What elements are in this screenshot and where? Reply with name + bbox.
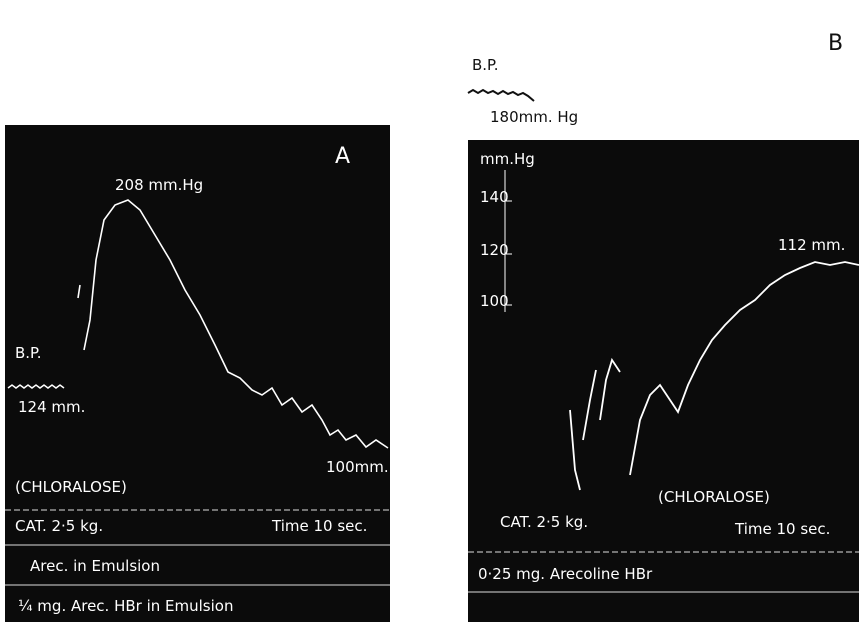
signal-label: Arec. in Emulsion: [30, 557, 160, 575]
panel-a: [5, 125, 390, 622]
annotation: (CHLORALOSE): [15, 478, 127, 496]
panel-label: B: [828, 31, 843, 56]
annotation: Time 10 sec.: [271, 517, 367, 535]
panel-b: [468, 140, 859, 622]
annotation: 112 mm.: [778, 236, 845, 254]
scale-label: 100: [480, 292, 509, 310]
scale-label: 120: [480, 241, 509, 259]
annotation: CAT. 2·5 kg.: [15, 517, 103, 535]
annotation: 180mm. Hg: [490, 108, 578, 126]
trace: [468, 90, 534, 101]
annotation: 100mm.: [326, 458, 389, 476]
scale-unit: mm.Hg: [480, 150, 535, 168]
annotation: Time 10 sec.: [734, 520, 830, 538]
annotation: CAT. 2·5 kg.: [500, 513, 588, 531]
annotation: (CHLORALOSE): [658, 488, 770, 506]
annotation: 208 mm.Hg: [115, 176, 203, 194]
annotation: B.P.: [15, 344, 42, 362]
annotation: B.P.: [472, 56, 499, 74]
signal-label: 0·25 mg. Arecoline HBr: [478, 565, 653, 583]
annotation: 124 mm.: [18, 398, 85, 416]
signal-label: ¼ mg. Arec. HBr in Emulsion: [18, 597, 233, 615]
panel-label: A: [335, 144, 350, 169]
figure: A 208 mm.Hg B.P. 124 mm. 100mm. (CHLORAL…: [0, 0, 859, 622]
scale-label: 140: [480, 188, 509, 206]
